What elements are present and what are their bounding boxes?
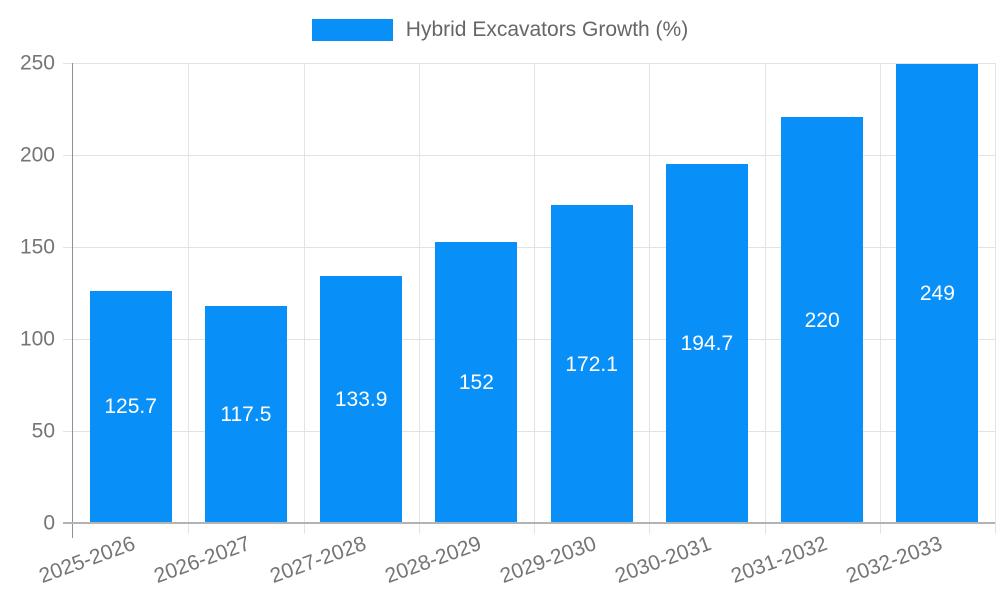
legend-label: Hybrid Excavators Growth (%) (405, 18, 689, 41)
y-tick-label-150: 150 (19, 235, 55, 259)
gridline-x-7 (879, 63, 881, 534)
bar-value-label-2025-2026: 125.7 (104, 395, 157, 419)
x-tick-label-2026-2027: 2026-2027 (151, 532, 254, 588)
bar-2028-2029 (435, 242, 518, 522)
bar-value-label-2030-2031: 194.7 (680, 331, 734, 355)
y-tick-label-100: 100 (19, 327, 55, 351)
bar-2031-2032 (781, 117, 864, 522)
bar-value-label-2029-2030: 172.1 (565, 352, 618, 376)
x-tick-label-2032-2033: 2032-2033 (842, 532, 946, 588)
bar-2032-2033 (896, 63, 979, 522)
bar-value-label-2027-2028: 133.9 (334, 387, 388, 411)
x-tick-label-2025-2026: 2025-2026 (36, 532, 139, 588)
bar-value-label-2031-2032: 220 (804, 308, 840, 332)
gridline-y-200 (63, 155, 995, 156)
y-tick-label-200: 200 (19, 143, 55, 167)
gridline-x-6 (764, 63, 766, 534)
gridline-y-50 (63, 431, 995, 432)
gridline-y-150 (63, 247, 995, 248)
x-axis-line (63, 522, 995, 524)
x-tick-label-2027-2028: 2027-2028 (266, 532, 369, 588)
x-tick-label-2030-2031: 2030-2031 (612, 532, 715, 588)
bar-value-label-2026-2027: 117.5 (220, 402, 272, 426)
bar-2029-2030 (550, 205, 633, 522)
bar-2025-2026 (89, 290, 172, 522)
gridline-x-3 (418, 63, 420, 534)
y-tick-label-50: 50 (31, 419, 55, 443)
legend-color-swatch (311, 19, 393, 41)
x-tick-label-2029-2030: 2029-2030 (497, 532, 600, 588)
gridline-x-1 (188, 63, 190, 534)
x-tick-label-2031-2032: 2031-2032 (727, 532, 830, 588)
bar-value-label-2028-2029: 152 (458, 371, 494, 395)
chart-legend: Hybrid Excavators Growth (%) (0, 18, 1000, 42)
legend-item-hybrid-excavators[interactable]: Hybrid Excavators Growth (%) (311, 18, 689, 42)
y-tick-label-250: 250 (19, 51, 55, 75)
plot-area: 125.7 117.5 133.9 152 172.1 194.7 220 249 (63, 63, 996, 538)
bar-value-label-2032-2033: 249 (919, 281, 955, 305)
x-tick-label-2028-2029: 2028-2029 (381, 532, 485, 588)
gridline-y-100 (63, 339, 995, 340)
gridline-x-5 (649, 63, 651, 534)
y-tick-label-0: 0 (43, 511, 55, 535)
bar-2030-2031 (665, 163, 748, 522)
gridline-y-250 (63, 63, 995, 64)
bar-2026-2027 (204, 305, 287, 522)
y-axis-line (72, 63, 73, 538)
gridline-x-8 (995, 63, 996, 534)
gridline-x-2 (303, 63, 305, 534)
bar-2027-2028 (320, 275, 403, 522)
gridline-x-4 (534, 63, 535, 534)
